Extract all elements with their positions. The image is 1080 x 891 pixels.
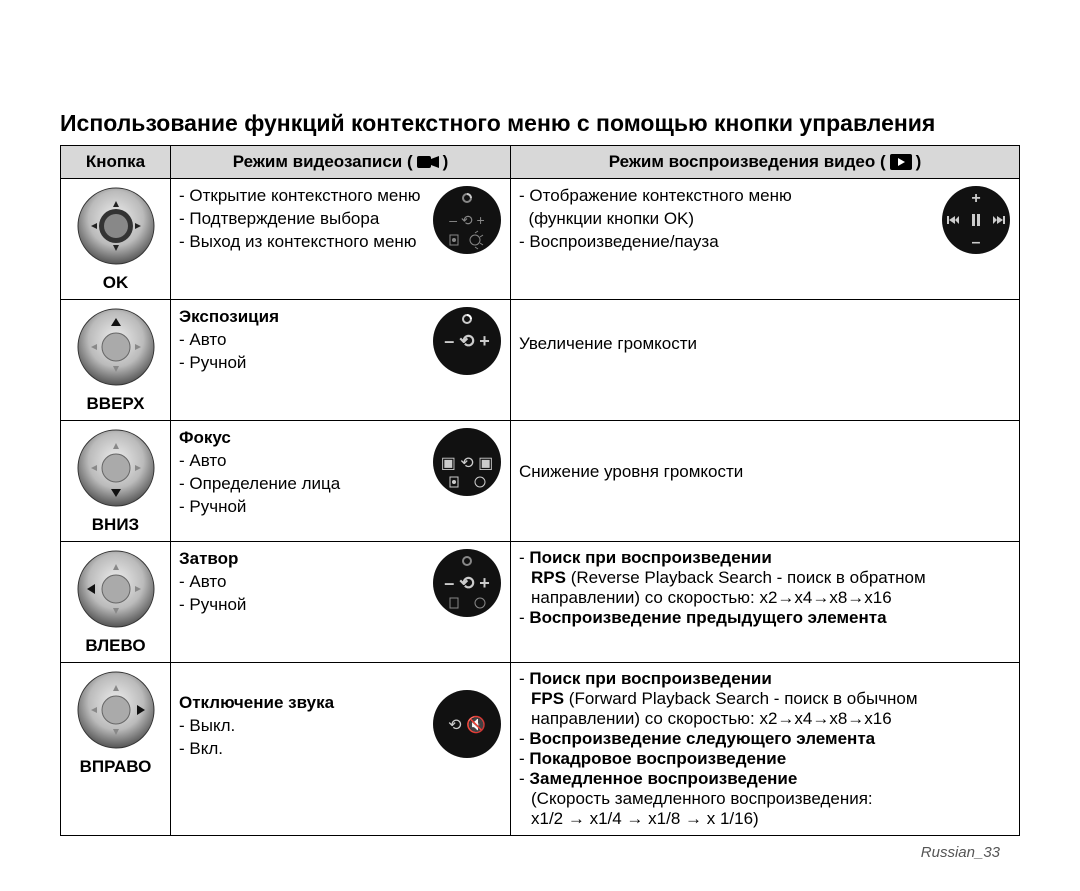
table-row: ВВЕРХ [61, 300, 171, 421]
play-up-text: Увеличение громкости [511, 300, 1020, 421]
table-row: OK [61, 179, 171, 300]
screen-ok-icon: – ⟲ + [432, 185, 502, 255]
svg-text:– ⟲ +: – ⟲ + [444, 331, 490, 351]
table-row: ВНИЗ [61, 421, 171, 542]
table-row: ВЛЕВО [61, 542, 171, 663]
screen-left-icon: – ⟲ + [432, 548, 502, 618]
control-button-left-icon [77, 550, 155, 628]
play-down-text: Снижение уровня громкости [511, 421, 1020, 542]
rec-ok-text: - Открытие контекстного меню - Подтвержд… [179, 185, 424, 254]
screen-down-icon: ▣ ⟲ ▣ [432, 427, 502, 497]
control-button-ok-icon [77, 187, 155, 265]
control-button-right-icon [77, 671, 155, 749]
screen-icon [890, 154, 912, 170]
table-row: ВПРАВО [61, 663, 171, 836]
button-table: Кнопка Режим видеозаписи ( ) Режим воспр… [60, 145, 1020, 836]
row-label-down: ВНИЗ [69, 515, 162, 535]
rec-left-text: Затвор - Авто - Ручной [179, 548, 424, 617]
play-right-text: - Поиск при воспроизведении FPS (Forward… [511, 663, 1020, 836]
rec-down-text: Фокус - Авто - Определение лица - Ручной [179, 427, 424, 519]
camera-icon [417, 154, 439, 170]
row-label-right: ВПРАВО [69, 757, 162, 777]
play-ok-text: - Отображение контекстного меню (функции… [519, 185, 929, 254]
row-label-up: ВВЕРХ [69, 394, 162, 414]
page-footer: Russian_33 [60, 844, 1020, 861]
header-record-mode: Режим видеозаписи ( ) [171, 146, 511, 179]
svg-text:– ⟲ +: – ⟲ + [449, 212, 484, 228]
play-left-text: - Поиск при воспроизведении RPS (Reverse… [511, 542, 1020, 663]
rec-right-text: Отключение звука - Выкл. - Вкл. [179, 669, 424, 761]
rec-up-text: Экспозиция - Авто - Ручной [179, 306, 424, 375]
header-button: Кнопка [61, 146, 171, 179]
page-title: Использование функций контекстного меню … [60, 110, 1020, 137]
svg-text:–: – [972, 234, 981, 251]
row-label-ok: OK [69, 273, 162, 293]
playback-control-icon: + – [941, 185, 1011, 255]
svg-text:+: + [971, 190, 980, 207]
row-label-left: ВЛЕВО [69, 636, 162, 656]
control-button-up-icon [77, 308, 155, 386]
svg-text:– ⟲ +: – ⟲ + [444, 573, 490, 593]
control-button-down-icon [77, 429, 155, 507]
svg-text:▣ ⟲ ▣: ▣ ⟲ ▣ [441, 455, 494, 472]
screen-up-icon: – ⟲ + [432, 306, 502, 376]
svg-text:⟲ 🔇: ⟲ 🔇 [448, 715, 486, 734]
screen-right-icon: ⟲ 🔇 [432, 689, 502, 759]
header-playback-mode: Режим воспроизведения видео ( ) [511, 146, 1020, 179]
